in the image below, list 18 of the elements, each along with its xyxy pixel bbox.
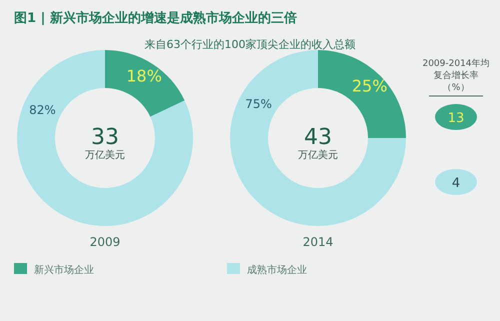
text: 万亿美元 xyxy=(298,149,338,161)
chart-subtitle: 来自63个行业的100家顶尖企业的收入总额 xyxy=(144,38,356,51)
legend-label: 新兴市场企业 xyxy=(34,264,94,276)
data-label: 13 xyxy=(448,111,464,126)
data-label: 4 xyxy=(452,176,460,191)
chart-title: 图1 | 新兴市场企业的增速是成熟市场企业的三倍 xyxy=(14,10,297,26)
data-label: 25% xyxy=(352,76,388,96)
legend-label: 成熟市场企业 xyxy=(247,264,307,276)
text: 2014 xyxy=(302,235,334,249)
text: 万亿美元 xyxy=(85,149,125,161)
text: 2009-2014年均复合增长率（%） xyxy=(422,58,490,93)
text: 2009 xyxy=(90,235,120,249)
data-label: 75% xyxy=(245,96,272,111)
text: 33 xyxy=(91,125,119,150)
data-label: 18% xyxy=(126,66,162,86)
data-label: 82% xyxy=(29,102,56,117)
donut-slice xyxy=(230,50,406,226)
text: 43 xyxy=(304,125,332,150)
